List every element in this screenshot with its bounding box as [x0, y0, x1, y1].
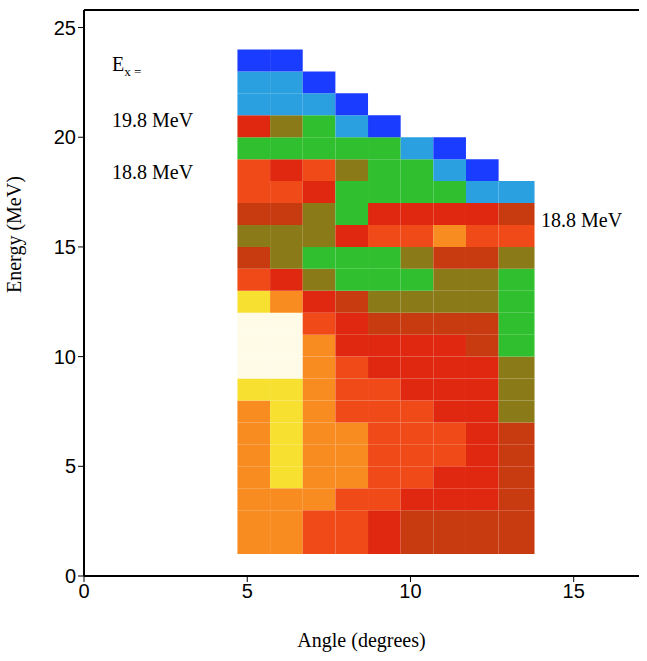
svg-text:Angle (degrees): Angle (degrees) — [297, 629, 425, 652]
html-text:18.8 MeV: 18.8 MeV — [541, 209, 623, 231]
svg-text:15: 15 — [54, 236, 76, 258]
svg-text:Energy (MeV): Energy (MeV) — [3, 176, 26, 293]
svg-text:10: 10 — [54, 346, 76, 368]
svg-text:5: 5 — [242, 580, 253, 602]
svg-text:10: 10 — [399, 580, 421, 602]
svg-text:5: 5 — [65, 455, 76, 477]
svg-text:25: 25 — [54, 17, 76, 39]
svg-text:20: 20 — [54, 126, 76, 148]
svg-text:0: 0 — [78, 580, 89, 602]
html-text:18.8 MeV: 18.8 MeV — [112, 161, 194, 183]
html-text:Ex =: Ex = — [112, 53, 142, 79]
html-text:19.8 MeV: 19.8 MeV — [112, 109, 194, 131]
svg-text:0: 0 — [65, 565, 76, 587]
svg-text:15: 15 — [563, 580, 585, 602]
